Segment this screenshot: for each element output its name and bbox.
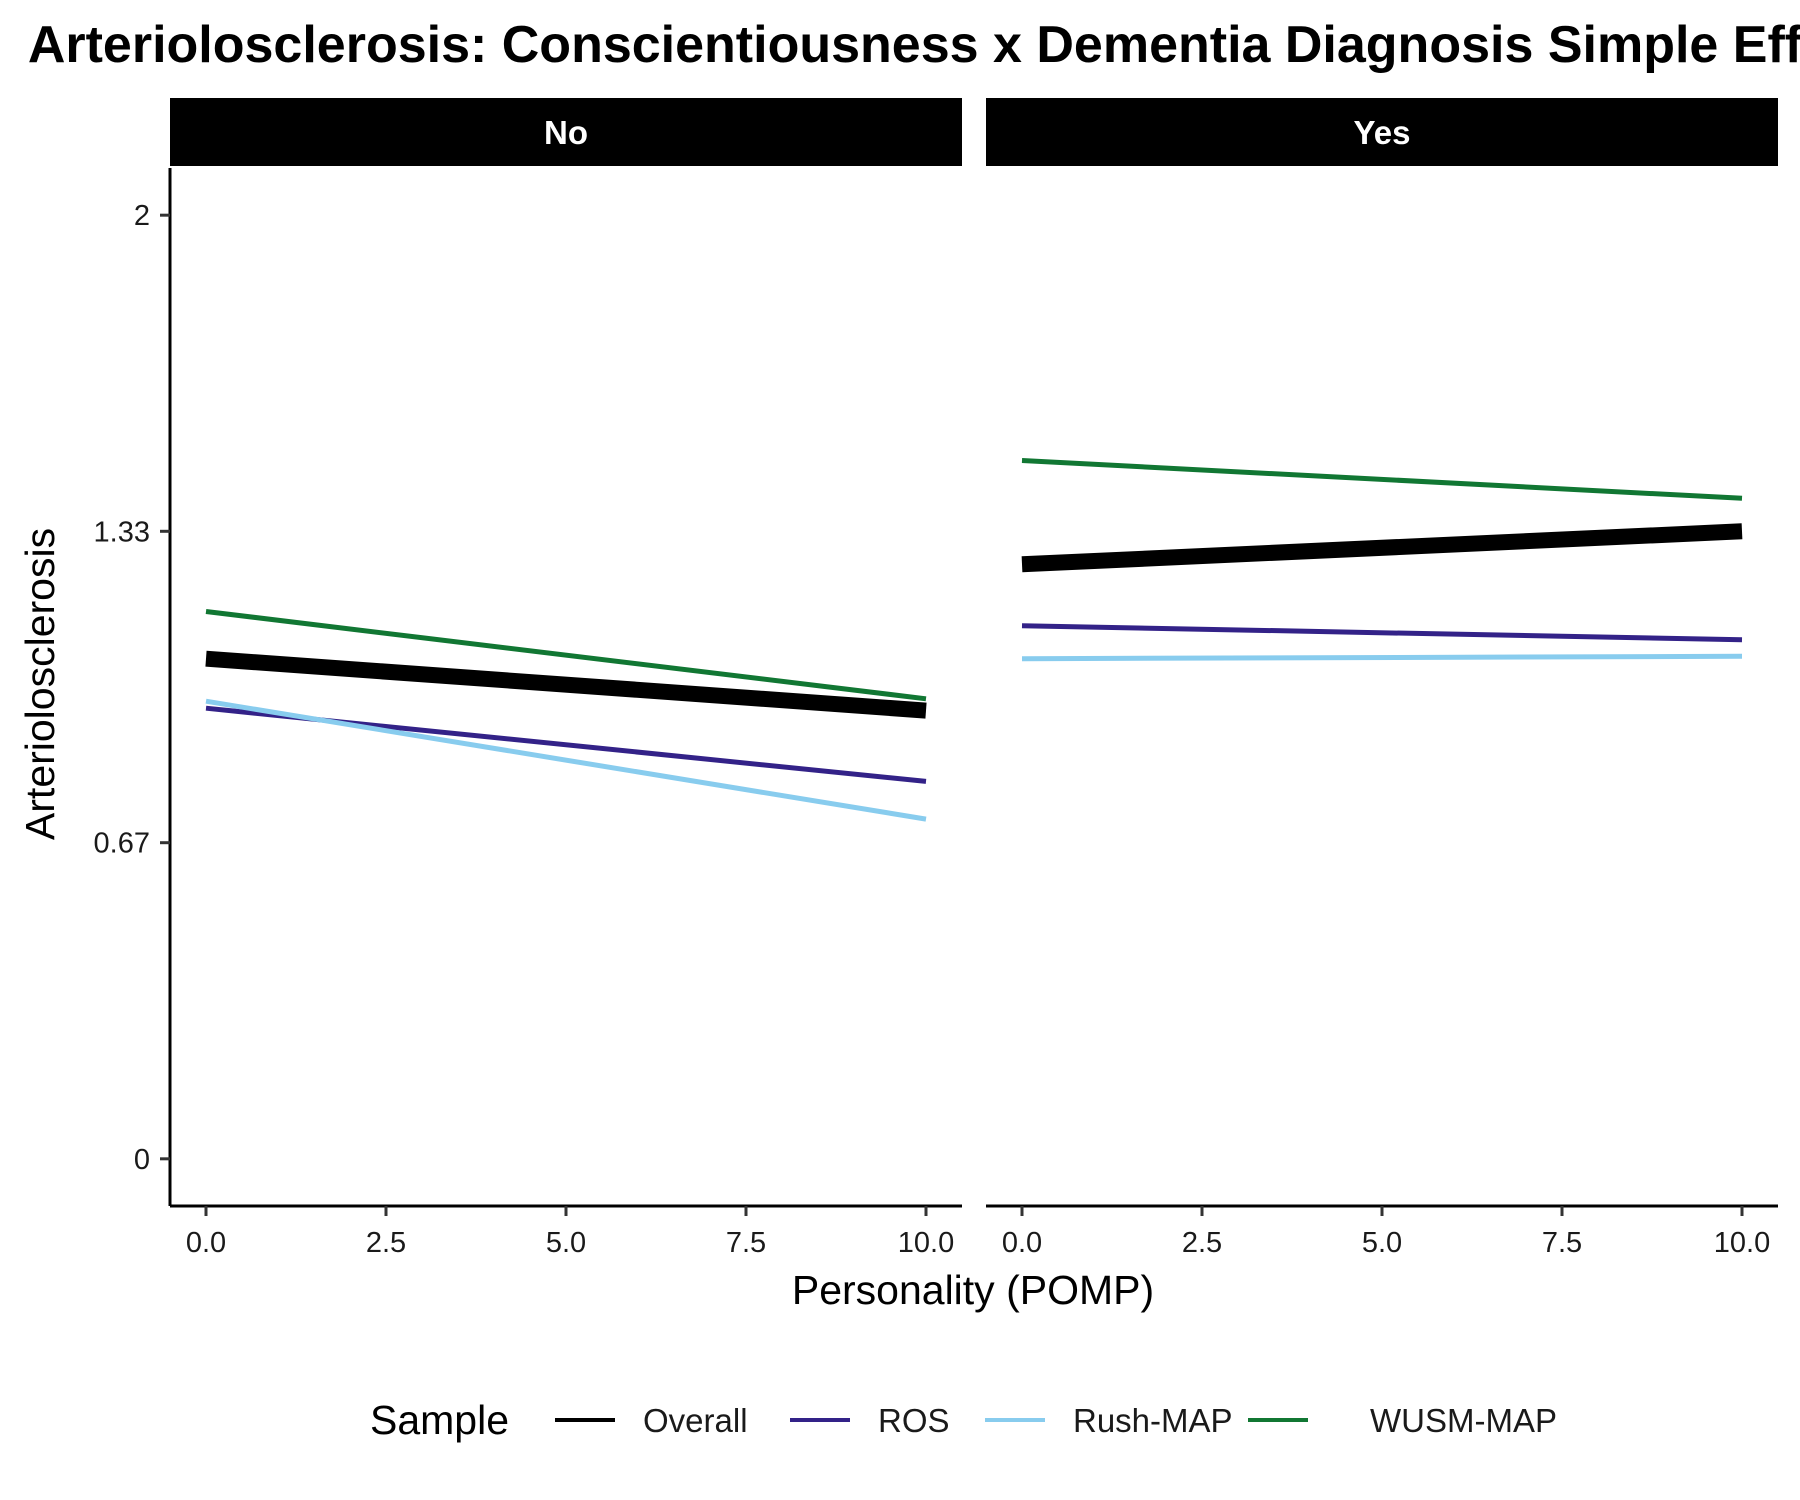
x-tick-label: 7.5: [726, 1227, 766, 1259]
series-line-overall-no: [205, 650, 927, 719]
facet-label: No: [544, 114, 588, 151]
x-axis-title: Personality (POMP): [792, 1267, 1154, 1313]
legend-label-rush-map: Rush-MAP: [1073, 1402, 1233, 1439]
legend-label-overall: Overall: [643, 1402, 748, 1439]
y-tick-label: 2: [134, 200, 150, 232]
facet-strip-yes: [986, 98, 1778, 166]
series-line-ros-yes: [1021, 623, 1743, 643]
x-tick-label: 10.0: [1714, 1227, 1770, 1259]
series-line-wusm-map-yes: [1021, 458, 1743, 501]
series-line-overall-yes: [1021, 523, 1743, 573]
x-tick-label: 5.0: [546, 1227, 586, 1259]
y-axis-title: Arteriolosclerosis: [17, 528, 63, 840]
facet-label: Yes: [1354, 114, 1411, 151]
x-tick-label: 0.0: [1002, 1227, 1042, 1259]
legend-label-wusm-map: WUSM-MAP: [1370, 1402, 1557, 1439]
legend: Sample Overall ROS Rush-MAP WUSM-MAP: [370, 1397, 1557, 1443]
x-tick-label: 7.5: [1542, 1227, 1582, 1259]
x-tick-label: 0.0: [186, 1227, 226, 1259]
y-tick-label: 1.33: [94, 516, 150, 548]
y-tick-label: 0.67: [94, 828, 150, 860]
x-tick-label: 2.5: [1182, 1227, 1222, 1259]
legend-title: Sample: [370, 1397, 509, 1443]
series-line-wusm-map-no: [205, 609, 927, 702]
x-tick-label: 10.0: [898, 1227, 954, 1259]
plot-area: 0 0.67 1.33 2 No 0.0 2.5 5.0 7.5 10.0 Yes 0.0 2.5 5.0…: [94, 98, 1778, 1259]
x-tick-label: 2.5: [366, 1227, 406, 1259]
series-line-rush-map-no: [205, 698, 927, 822]
y-tick-label: 0: [134, 1144, 150, 1176]
facet-strip-no: [170, 98, 962, 166]
chart-title: Arteriolosclerosis: Conscientiousness x …: [28, 16, 1800, 74]
x-tick-label: 5.0: [1362, 1227, 1402, 1259]
series-line-rush-map-yes: [1021, 653, 1743, 662]
legend-label-ros: ROS: [878, 1402, 950, 1439]
